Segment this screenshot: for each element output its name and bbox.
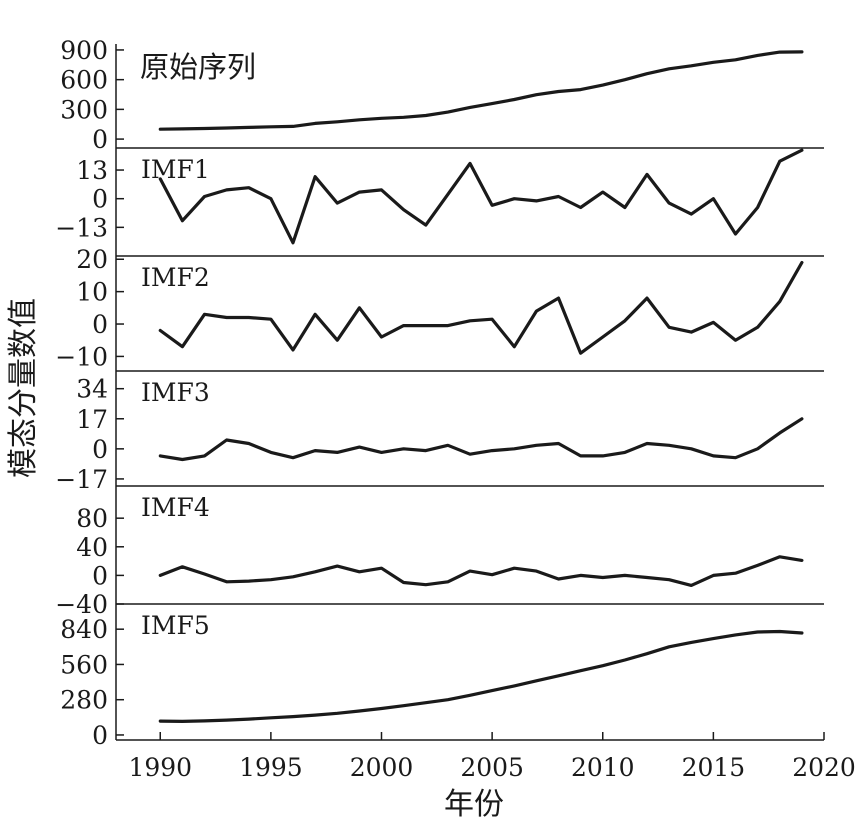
y-tick-label: −10: [55, 342, 108, 371]
series-line: [158, 555, 804, 588]
y-tick-label: 34: [76, 375, 108, 404]
panel-title: 原始序列: [140, 50, 256, 84]
panel-2: 130−13 IMF1: [55, 148, 824, 257]
y-tick-label: 0: [92, 310, 108, 339]
y-tick-label: −40: [55, 590, 108, 619]
y-tick-label: −17: [55, 465, 108, 494]
series-line: [158, 260, 804, 355]
x-axis-label: 年份: [444, 787, 504, 822]
y-tick-label: 600: [60, 66, 108, 95]
series-line: [158, 148, 804, 245]
y-tick-label: −13: [55, 213, 108, 242]
panel-title: IMF5: [141, 611, 210, 640]
y-tick-label: 0: [92, 721, 108, 750]
y-tick-label: 40: [76, 533, 108, 562]
y-tick-label: 0: [92, 185, 108, 214]
x-tick-label: 1995: [239, 753, 303, 782]
y-tick-label: 560: [60, 650, 108, 679]
series-line: [158, 417, 804, 462]
y-tick-label: 17: [76, 405, 108, 434]
x-tick-label: 2010: [571, 753, 635, 782]
y-tick-label: 0: [92, 561, 108, 590]
y-tick-label: 20: [76, 245, 108, 274]
panel-6: 840 560 280 0 IMF5: [60, 611, 824, 750]
series-line: [158, 50, 804, 131]
y-tick-label: 10: [76, 278, 108, 307]
panel-title: IMF1: [141, 155, 210, 184]
panel-3: 20 10 0 −10 IMF2: [55, 245, 824, 372]
x-tick-label: 2005: [460, 753, 524, 782]
y-tick-label: 300: [60, 95, 108, 124]
series-line: [158, 629, 804, 724]
panel-title: IMF4: [141, 493, 210, 522]
panels-group: 9006003000原始序列130−13IMF120100−10IMF23417…: [55, 36, 824, 750]
y-tick-label: 0: [92, 125, 108, 154]
y-tick-label: 0: [92, 435, 108, 464]
y-tick-label: 13: [76, 156, 108, 185]
panel-title: IMF3: [141, 378, 210, 407]
y-axis-label: 模态分量数值: [6, 298, 41, 478]
x-axis: 1990 1995 2000 2005 2010 2015 2020: [128, 732, 856, 782]
y-tick-label: 80: [76, 504, 108, 533]
x-tick-label: 2000: [350, 753, 414, 782]
y-tick-label: 840: [60, 615, 108, 644]
x-tick-label: 1990: [128, 753, 192, 782]
panel-title: IMF2: [141, 263, 210, 292]
x-tick-label: 2020: [792, 753, 856, 782]
x-tick-label: 2015: [682, 753, 746, 782]
y-tick-label: 280: [60, 686, 108, 715]
y-tick-label: 900: [60, 36, 108, 65]
